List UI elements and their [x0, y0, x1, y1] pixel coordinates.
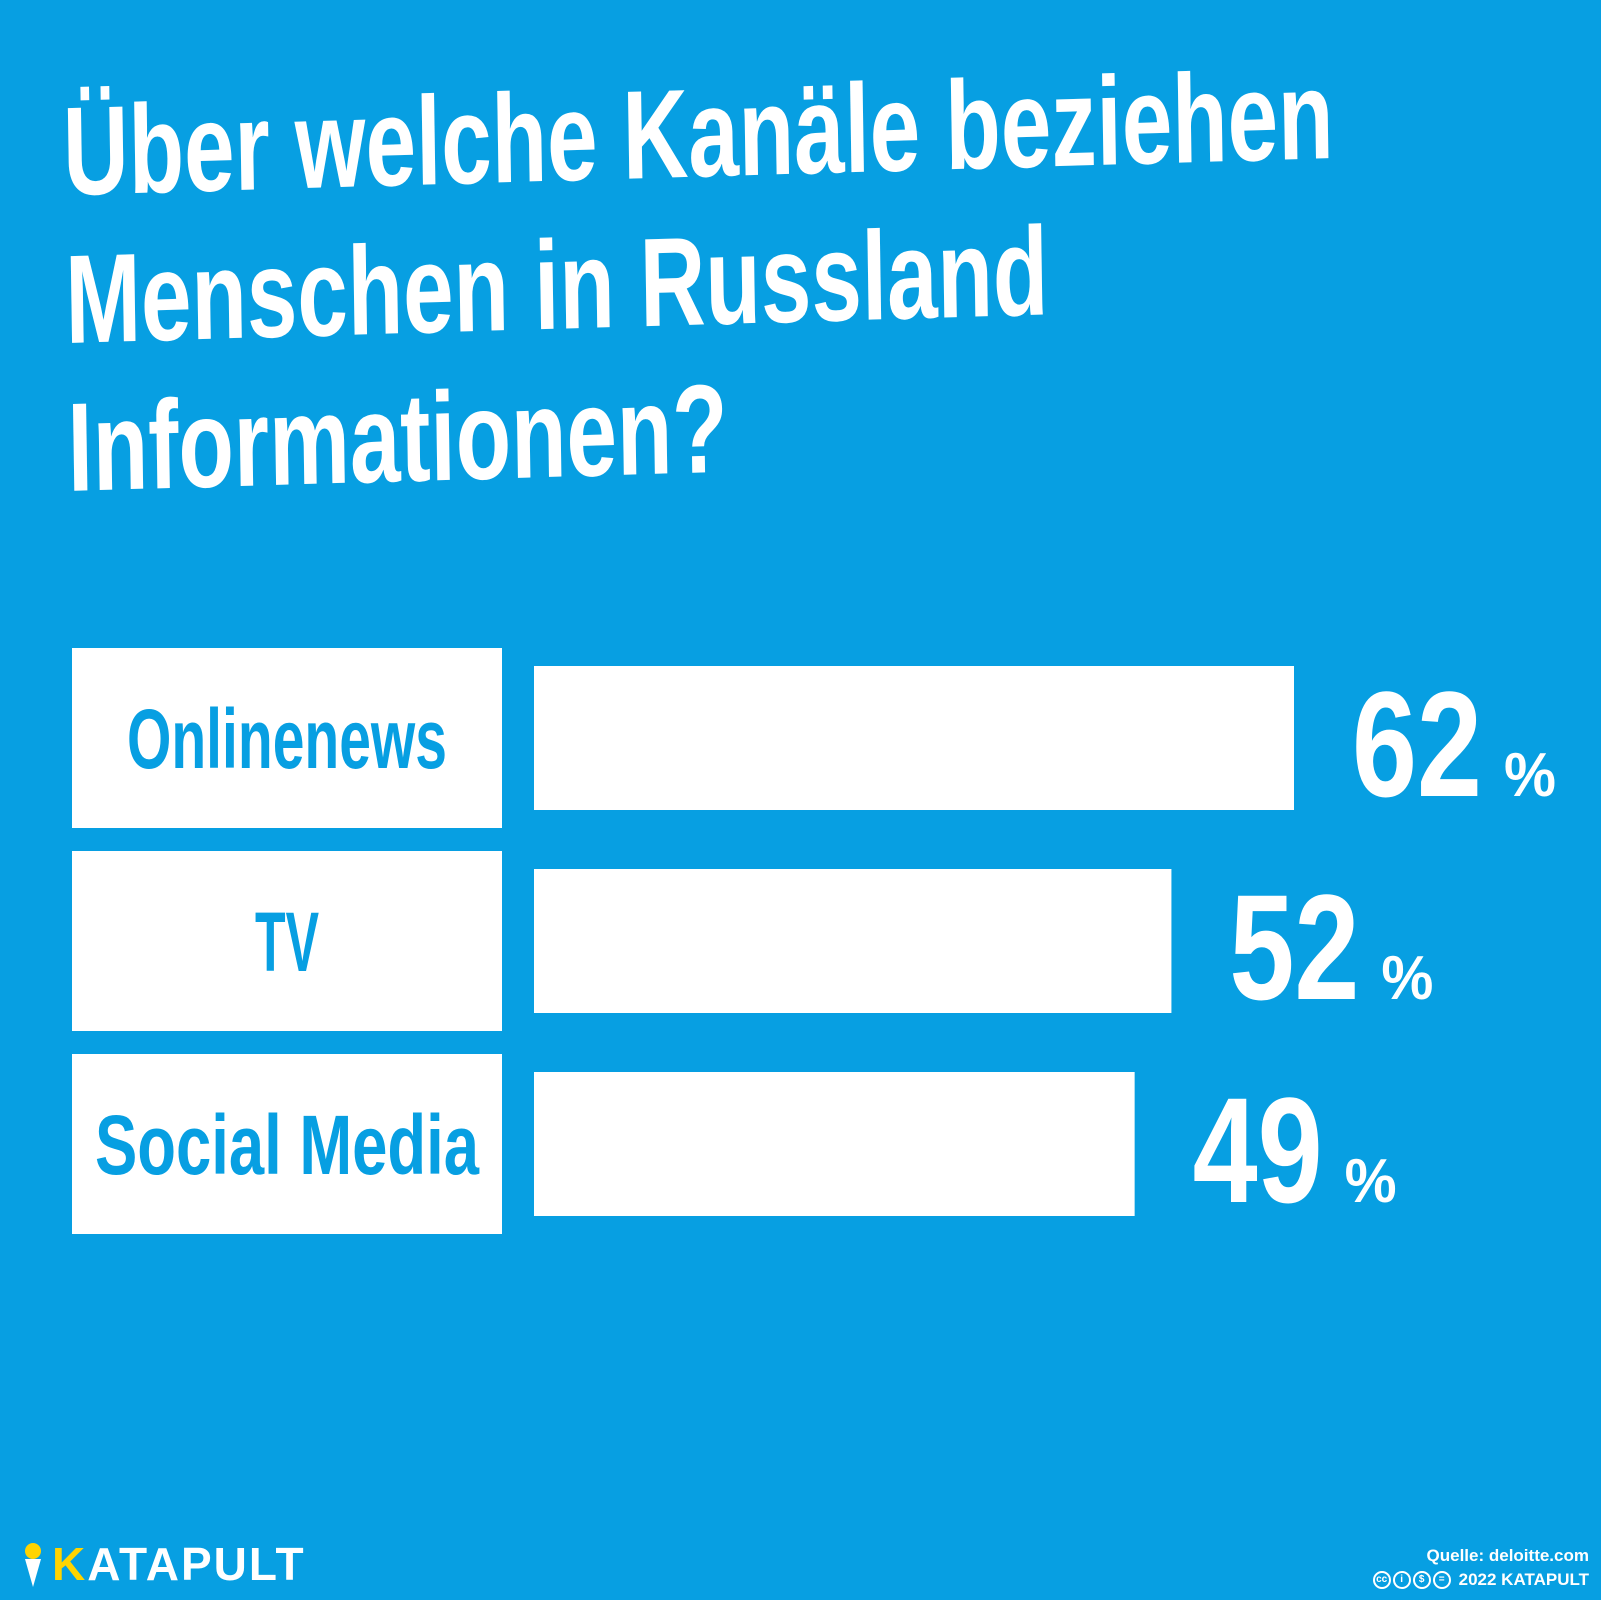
bar-0 [534, 666, 1294, 810]
value-label-2: 49 [1193, 1066, 1323, 1234]
title-line-3: Informationen? [66, 357, 729, 518]
source-text: Quelle: deloitte.com [1426, 1546, 1589, 1565]
value-unit-0: % [1504, 741, 1556, 810]
value-unit-1: % [1381, 944, 1433, 1013]
value-unit-2: % [1345, 1147, 1397, 1216]
logo-rest: ATAPULT [87, 1538, 306, 1590]
nd-icon: = [1432, 1571, 1451, 1589]
copyright-text: 2022 KATAPULT [1458, 1570, 1589, 1589]
value-label-1: 52 [1229, 863, 1359, 1031]
title-line-2: Menschen in Russland [64, 200, 1050, 370]
category-label-2: Social Media [95, 1098, 480, 1192]
cc-icon: cc [1372, 1571, 1391, 1589]
bar-2 [534, 1072, 1135, 1216]
logo-k: K [52, 1538, 88, 1590]
category-box-2 [72, 1054, 502, 1234]
footer: Quelle: deloitte.com cc i $ = 2022 KATAP… [1371, 1544, 1589, 1592]
by-icon: i [1392, 1571, 1411, 1589]
category-box-1 [72, 851, 502, 1031]
chart-title: Über welche Kanäle beziehen Menschen in … [62, 44, 1334, 522]
nc-icon: $ [1412, 1571, 1431, 1589]
category-box-0 [72, 648, 502, 828]
katapult-logo: KATAPULT [22, 1536, 306, 1592]
katapult-icon [25, 1543, 41, 1587]
license-row: cc i $ = 2022 KATAPULT [1371, 1568, 1589, 1592]
logo-wordmark: KATAPULT [52, 1537, 306, 1591]
bar-chart: Onlinenews 62 % TV 52 % Social Media 49% [72, 648, 1556, 1234]
category-label-0: Onlinenews [127, 692, 447, 786]
bar-1 [534, 869, 1172, 1013]
category-label-1: TV [255, 895, 319, 989]
value-label-0: 62 [1352, 660, 1482, 828]
